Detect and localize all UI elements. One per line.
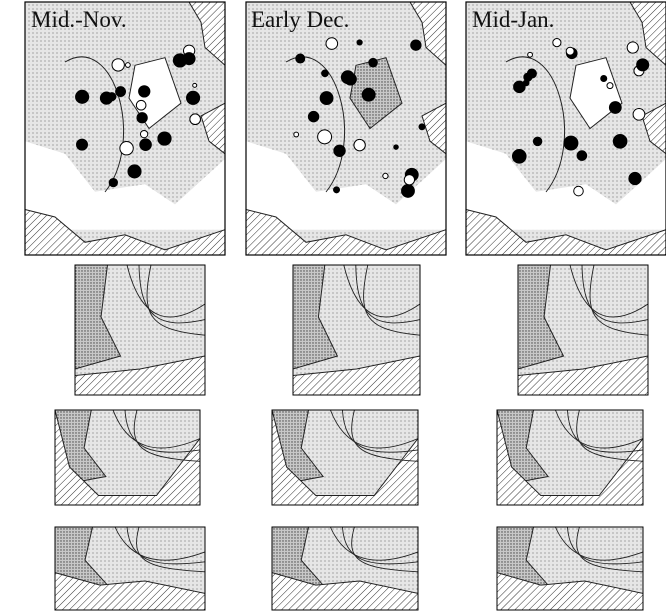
station-dot: [577, 151, 587, 161]
station-dot: [394, 145, 399, 150]
station-dot: [318, 130, 332, 144]
panels: [25, 2, 666, 610]
station-dot: [187, 91, 200, 104]
page: Mid.-Nov. Early Dec. Mid-Jan. (() => { c…: [0, 0, 666, 615]
station-dot: [633, 108, 645, 120]
station-dot: [566, 47, 574, 55]
panel-label: Mid-Jan.: [472, 7, 554, 32]
station-dot: [308, 111, 318, 121]
station-dot: [629, 172, 641, 184]
station-dot: [607, 83, 613, 89]
station-dot: [190, 114, 201, 125]
station-dot: [362, 88, 375, 101]
panel-label: Mid.-Nov.: [31, 7, 127, 32]
station-dot: [512, 150, 526, 164]
station-dot: [341, 71, 354, 84]
station-dot: [320, 92, 333, 105]
station-dot: [193, 83, 197, 87]
station-dot: [77, 139, 88, 150]
station-dot: [76, 90, 89, 103]
station-dot: [601, 75, 607, 81]
station-dot: [116, 87, 126, 97]
station-dot: [528, 52, 533, 57]
station-dot: [533, 137, 541, 145]
station-dot: [613, 134, 627, 148]
station-dot: [404, 175, 414, 185]
station-dot: [627, 42, 638, 53]
station-dot: [140, 130, 147, 137]
figure: Mid.-Nov. Early Dec. Mid-Jan.: [0, 0, 666, 615]
station-dot: [383, 173, 388, 178]
station-dot: [411, 40, 421, 50]
station-dot: [136, 100, 146, 110]
station-dot: [553, 39, 561, 47]
station-dot: [369, 58, 378, 67]
station-dot: [120, 142, 133, 155]
station-dot: [294, 132, 299, 137]
station-dot: [322, 70, 329, 77]
station-dot: [137, 113, 147, 123]
station-dot: [125, 63, 130, 68]
panel-label: Early Dec.: [251, 7, 349, 32]
station-dot: [183, 53, 195, 65]
station-dot: [334, 187, 340, 193]
station-dot: [609, 102, 621, 114]
station-dot: [158, 132, 171, 145]
station-dot: [574, 186, 584, 196]
station-dot: [402, 184, 415, 197]
station-dot: [637, 59, 649, 71]
station-dot: [128, 165, 141, 178]
station-dot: [140, 139, 152, 151]
station-dot: [564, 136, 578, 150]
station-dot: [139, 86, 150, 97]
station-dot: [334, 145, 345, 156]
station-dot: [109, 178, 117, 186]
station-dot: [354, 139, 365, 150]
station-dot: [419, 124, 425, 130]
station-dot: [524, 73, 532, 81]
station-dot: [326, 38, 338, 50]
station-dot: [357, 40, 362, 45]
station-dot: [296, 54, 305, 63]
station-dot: [112, 59, 124, 71]
station-dot: [108, 93, 116, 101]
